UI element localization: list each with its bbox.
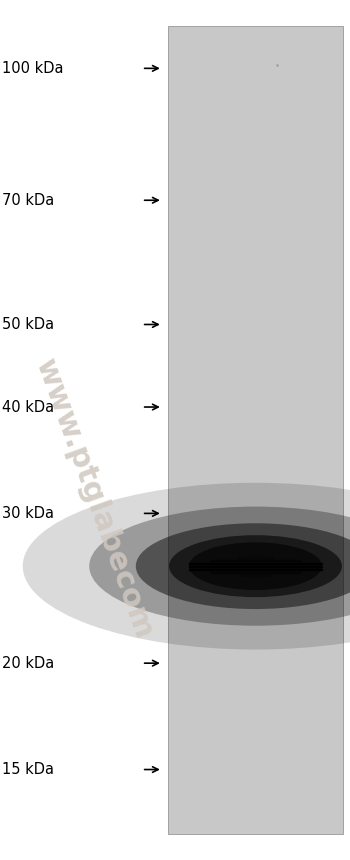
FancyBboxPatch shape <box>238 556 273 557</box>
Ellipse shape <box>189 543 322 590</box>
FancyBboxPatch shape <box>168 26 343 834</box>
Text: 100 kDa: 100 kDa <box>2 61 63 76</box>
FancyBboxPatch shape <box>238 574 273 575</box>
Text: 70 kDa: 70 kDa <box>2 193 54 208</box>
Text: www.ptglabecom: www.ptglabecom <box>30 354 159 643</box>
Text: 30 kDa: 30 kDa <box>2 506 54 521</box>
Text: 40 kDa: 40 kDa <box>2 400 54 415</box>
FancyBboxPatch shape <box>251 578 260 579</box>
Ellipse shape <box>89 507 350 626</box>
Text: 20 kDa: 20 kDa <box>2 655 54 671</box>
Ellipse shape <box>136 523 350 609</box>
FancyBboxPatch shape <box>251 554 260 555</box>
Ellipse shape <box>169 535 342 597</box>
FancyBboxPatch shape <box>189 566 322 567</box>
Text: 50 kDa: 50 kDa <box>2 317 54 332</box>
Ellipse shape <box>23 482 350 649</box>
Text: 15 kDa: 15 kDa <box>2 762 54 777</box>
